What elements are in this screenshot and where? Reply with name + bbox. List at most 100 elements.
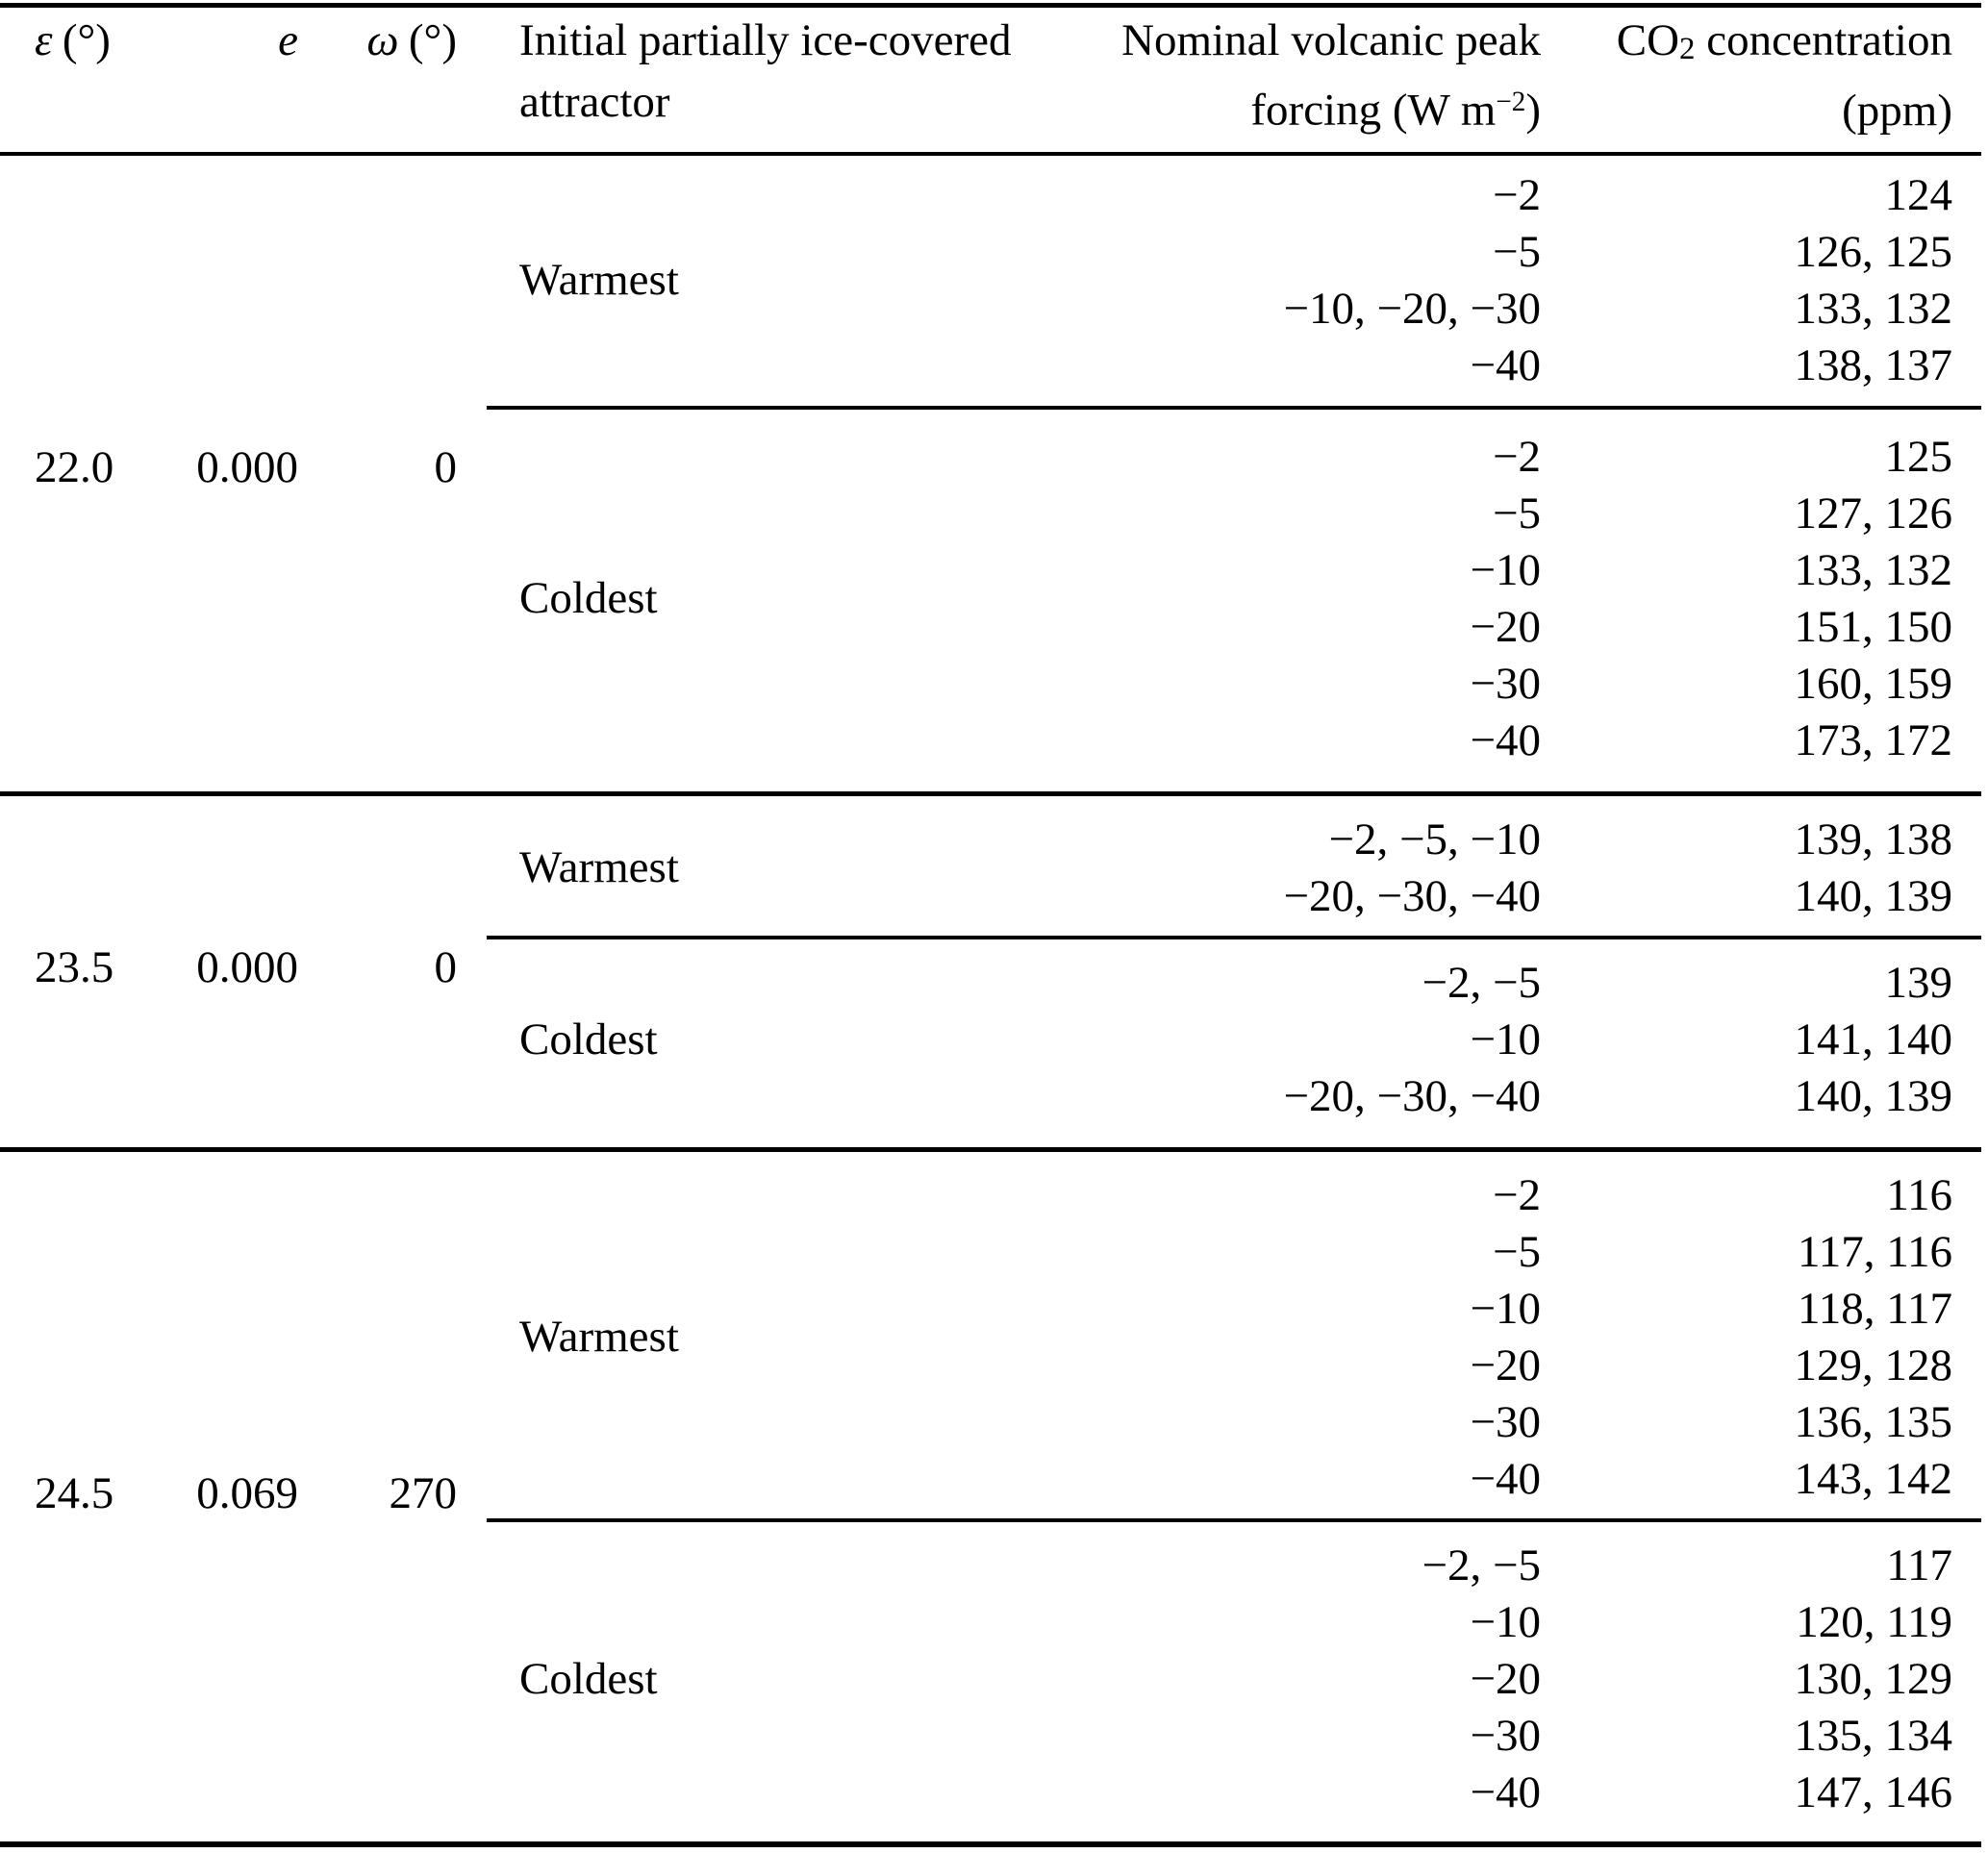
forcing-value: −20 [1470, 1653, 1541, 1704]
spacer-row [0, 768, 1981, 791]
epsilon-value: 22.0 [35, 442, 114, 492]
subsection-divider-rule [0, 406, 1981, 428]
table-row: −10 141, 140 [0, 1011, 1981, 1067]
col-header-co2: CO2 concentration (ppm) [1553, 8, 1981, 156]
co2-value: 125 [1884, 431, 1953, 482]
col-header-eccentricity: e [164, 8, 298, 156]
forcing-value: −2, −5, −10 [1328, 814, 1541, 864]
co2-value: 126, 125 [1794, 226, 1953, 277]
forcing-value: −10 [1470, 1596, 1541, 1647]
section-rule [0, 1147, 1981, 1166]
forcing-header-line1: Nominal volcanic peak [1121, 15, 1541, 65]
forcing-value: −10, −20, −30 [1283, 283, 1541, 334]
co2-header-line1: CO2 concentration [1553, 10, 1952, 80]
section-divider-rule [0, 1147, 1981, 1166]
attractor-label: Coldest [519, 1014, 658, 1064]
forcing-value: −2, −5 [1422, 957, 1541, 1008]
spacer-row [0, 156, 1981, 166]
co2-header-line2: (ppm) [1842, 85, 1952, 136]
co2-label-post: concentration [1695, 15, 1952, 65]
omega-value: 270 [389, 1468, 458, 1518]
attractor-header-line2: attractor [519, 77, 670, 127]
forcing-value: −2, −5 [1422, 1540, 1541, 1590]
epsilon-unit: (°) [62, 15, 111, 65]
table-row: 23.5 0.000 0 Warmest −2, −5, −10 139, 138 [0, 811, 1981, 993]
table-row: 24.5 0.069 270 Warmest −2 116 [0, 1166, 1981, 1519]
forcing-unit-post: ) [1525, 85, 1541, 136]
col-header-obliquity: ε (°) [0, 8, 164, 156]
forcing-value: −20 [1470, 1340, 1541, 1390]
forcing-unit-pre: forcing (W m [1250, 85, 1497, 136]
table-row: −30 160, 159 [0, 655, 1981, 712]
eccentricity-value: 0.000 [196, 942, 298, 992]
table-row: −30 135, 134 [0, 1707, 1981, 1764]
omega-value: 0 [434, 442, 458, 492]
forcing-value: −5 [1492, 1226, 1541, 1277]
table-row: −40 173, 172 [0, 712, 1981, 768]
co2-value: 147, 146 [1794, 1766, 1953, 1817]
eccentricity-value: 0.000 [196, 442, 298, 492]
co2-value: 133, 132 [1794, 283, 1953, 334]
table-row: −5 117, 116 [0, 1223, 1981, 1280]
table-row: Coldest −2, −5 139 [0, 954, 1981, 1064]
co2-value: 117 [1886, 1540, 1952, 1590]
co2-label-pre: CO [1616, 15, 1680, 65]
co2-value: 136, 135 [1794, 1396, 1953, 1447]
co2-value: 160, 159 [1794, 658, 1953, 709]
table-row: 22.0 0.000 0 Warmest −2 124 [0, 166, 1981, 493]
forcing-value: −40 [1470, 1453, 1541, 1504]
epsilon-value: 23.5 [35, 942, 114, 992]
co2-label-subscript: 2 [1679, 31, 1696, 66]
forcing-value: −30 [1470, 1396, 1541, 1447]
table-row: −10, −20, −30 133, 132 [0, 280, 1981, 337]
co2-value: 124 [1884, 169, 1953, 220]
epsilon-value: 24.5 [35, 1468, 114, 1518]
data-table: ε (°) e ω (°) Initial partially ice-covere… [0, 3, 1981, 1847]
co2-value: 139, 138 [1794, 814, 1953, 864]
co2-value: 117, 116 [1797, 1226, 1952, 1277]
co2-value: 116 [1886, 1169, 1952, 1220]
co2-value: 118, 117 [1797, 1283, 1952, 1334]
table-row: −30 136, 135 [0, 1393, 1981, 1450]
forcing-value: −2 [1492, 169, 1541, 220]
co2-value: 129, 128 [1794, 1340, 1953, 1390]
spacer-cell [0, 768, 1981, 791]
forcing-value: −10 [1470, 544, 1541, 595]
spacer-cell [0, 1124, 1981, 1147]
col-header-perihelion: ω (°) [298, 8, 487, 156]
attractor-label: Warmest [519, 842, 679, 892]
paper-table-page: ε (°) e ω (°) Initial partially ice-covere… [0, 3, 1988, 1853]
section-divider-rule [0, 791, 1981, 811]
forcing-value: −20, −30, −40 [1283, 1070, 1541, 1121]
forcing-value: −5 [1492, 226, 1541, 277]
co2-value: 173, 172 [1794, 714, 1953, 765]
eccentricity-value: 0.069 [196, 1468, 298, 1518]
col-header-forcing: Nominal volcanic peak forcing (W m−2) [1048, 8, 1553, 156]
attractor-label: Warmest [519, 255, 679, 305]
table-row: −20 129, 128 [0, 1337, 1981, 1393]
table-row: −20, −30, −40 140, 139 [0, 867, 1981, 924]
forcing-value: −30 [1470, 1710, 1541, 1761]
spacer-row [0, 1124, 1981, 1147]
col-header-attractor: Initial partially ice-covered attractor [487, 8, 1048, 156]
table-row: −40 143, 142 [0, 1450, 1981, 1507]
attractor-label: Warmest [519, 1312, 679, 1362]
attractor-label: Coldest [519, 1653, 658, 1704]
table-row: −5 127, 126 [0, 485, 1981, 541]
co2-value: 127, 126 [1794, 488, 1953, 538]
co2-value: 130, 129 [1794, 1653, 1953, 1704]
epsilon-symbol: ε [35, 15, 53, 65]
table-row: −5 126, 125 [0, 223, 1981, 280]
subsection-rule [487, 406, 1981, 428]
forcing-value: −5 [1492, 488, 1541, 538]
forcing-value: −20, −30, −40 [1283, 870, 1541, 921]
header-row: ε (°) e ω (°) Initial partially ice-covere… [0, 8, 1981, 156]
table-row: −20, −30, −40 140, 139 [0, 1067, 1981, 1124]
section-rule [0, 791, 1981, 811]
forcing-header-line2: forcing (W m−2) [1048, 71, 1541, 141]
spacer-cell [487, 924, 1981, 936]
spacer-row [0, 1820, 1981, 1841]
co2-value: 140, 139 [1794, 870, 1953, 921]
forcing-value: −40 [1470, 714, 1541, 765]
co2-value: 135, 134 [1794, 1710, 1953, 1761]
